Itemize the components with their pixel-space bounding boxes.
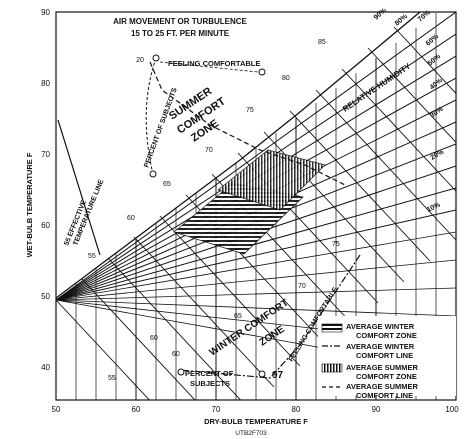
et-75: 75 <box>246 107 254 114</box>
legend: AVERAGE WINTER COMFORT ZONE AVERAGE WINT… <box>318 316 456 400</box>
effective-temperature-line <box>107 257 242 400</box>
winter-et-70: 70 <box>298 283 306 290</box>
x-tick: 70 <box>212 405 221 414</box>
effective-temperature-line <box>159 215 301 367</box>
legend-item-1-line1: AVERAGE WINTER <box>346 322 415 331</box>
marker-circle <box>258 370 266 378</box>
bottom-percent-75: 75 <box>332 241 340 248</box>
lower-et-55: 55 <box>108 375 116 382</box>
effective-temperature-line <box>81 278 196 400</box>
effective-temperature-line <box>367 47 456 143</box>
x-axis-ticks: 50 60 70 80 90 100 <box>52 405 460 414</box>
header-line2: 15 TO 25 FT. PER MINUTE <box>131 29 230 38</box>
et-values: 85 80 75 70 65 60 55 70 65 55 60 <box>88 39 326 382</box>
y-axis-ticks: 90 80 70 60 50 40 <box>41 8 50 372</box>
legend-item-3-line1: AVERAGE SUMMER <box>346 363 419 372</box>
et-80: 80 <box>282 75 290 82</box>
percent-subjects-curve-top <box>145 57 157 175</box>
x-tick: 80 <box>292 405 301 414</box>
rh-30: 30% <box>429 105 445 119</box>
rh-10: 10% <box>426 201 442 214</box>
winter-zone-line2: ZONE <box>258 324 287 349</box>
rh-80: 80% <box>394 13 410 28</box>
summer-comfort-line <box>149 61 346 186</box>
feeling-comfortable-leader <box>159 61 259 73</box>
chart-grid <box>56 12 456 400</box>
rh-70: 70% <box>417 9 433 24</box>
legend-item-4-line2: COMFORT LINE <box>356 391 413 400</box>
x-tick: 60 <box>132 405 141 414</box>
rh-values: 90% 80% 70% 60% 50% 40% 30% 20% 10% <box>373 7 446 214</box>
percent-subjects-bottom-1: PERCENT OF <box>185 369 234 378</box>
saturation-curve <box>56 12 421 299</box>
top-percent-value: 20 <box>136 57 144 64</box>
marker-circle <box>152 54 160 62</box>
y-tick: 50 <box>41 292 50 301</box>
feeling-comfortable-top: FEELING COMFORTABLE <box>168 59 260 68</box>
bottom-percent-97: 97 <box>272 370 284 381</box>
effective-temperature-line <box>289 110 431 262</box>
legend-item-3-line2: COMFORT ZONE <box>356 372 417 381</box>
effective-temperature-line <box>341 68 456 192</box>
rh-90: 90% <box>373 7 389 22</box>
legend-item-2-line2: COMFORT LINE <box>356 351 413 360</box>
y-tick: 40 <box>41 363 50 372</box>
percent-subjects-top: PERCENT OF SUBJECTS <box>143 87 179 169</box>
y-tick: 60 <box>41 221 50 230</box>
y-axis-label: WET-BULB TEMPERATURE F <box>25 152 34 257</box>
lower-et-60: 60 <box>150 335 158 342</box>
legend-item-4-line1: AVERAGE SUMMER <box>346 382 419 391</box>
winter-et-65: 65 <box>234 313 242 320</box>
header-line1: AIR MOVEMENT OR TURBULENCE <box>113 17 247 26</box>
marker-circle <box>258 68 266 76</box>
summer-comfort-zone <box>217 149 326 211</box>
marker-circle <box>177 368 185 376</box>
marker-circle <box>149 170 157 178</box>
y-tick: 80 <box>41 79 50 88</box>
et-55: 55 <box>88 253 96 260</box>
legend-item-1-line2: COMFORT ZONE <box>356 331 417 340</box>
legend-swatch-summer-zone <box>321 363 343 373</box>
effective-temperature-line <box>133 236 275 388</box>
legend-swatch-winter-zone <box>321 323 343 333</box>
effective-temperature-line <box>56 299 150 400</box>
et-60: 60 <box>127 215 135 222</box>
x-tick: 50 <box>52 405 61 414</box>
x-tick: 90 <box>372 405 381 414</box>
et-65: 65 <box>163 181 171 188</box>
et-85: 85 <box>318 39 326 46</box>
effective-temperature-line <box>57 119 101 256</box>
effective-temperature-line <box>315 89 456 241</box>
y-tick: 90 <box>41 8 50 17</box>
percent-subjects-bottom-2: SUBJECTS <box>190 379 230 388</box>
x-tick: 100 <box>445 405 459 414</box>
et-70: 70 <box>205 147 213 154</box>
figure-code: UTB2F703 <box>235 430 267 437</box>
y-tick: 70 <box>41 150 50 159</box>
effective-temperature-line <box>393 26 456 95</box>
legend-item-2-line1: AVERAGE WINTER <box>346 342 415 351</box>
rh-20: 20% <box>430 148 446 161</box>
x-axis-label: DRY-BULB TEMPERATURE F <box>204 417 308 426</box>
winter-comfort-line <box>179 254 361 379</box>
bottom-percent-60: 60 <box>172 351 180 358</box>
